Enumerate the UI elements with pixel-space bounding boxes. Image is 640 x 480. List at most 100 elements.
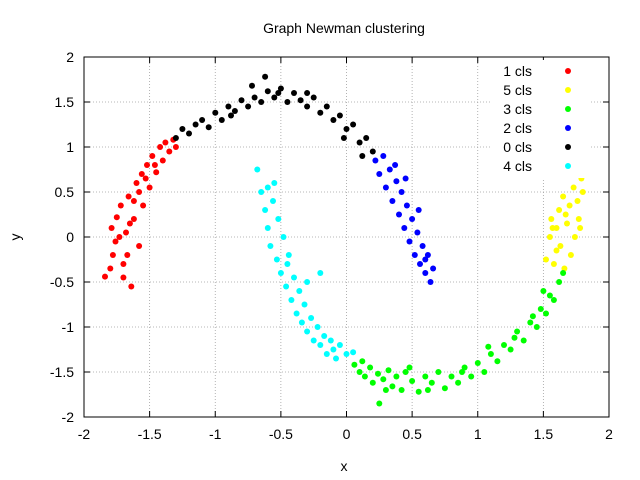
data-point [314,324,321,330]
data-point [409,216,416,222]
legend-marker [565,68,571,74]
data-point [398,387,405,393]
series-0-cls [172,73,376,159]
x-tick-label: -2 [78,426,91,442]
data-point [228,112,234,119]
data-point [514,328,521,335]
data-point [424,252,431,258]
data-point [435,369,442,375]
x-tick-label: -1 [209,426,222,442]
data-point [275,90,282,96]
data-point [327,337,334,344]
data-point [304,90,311,96]
data-point [116,234,123,240]
axis-ticks: -2 -1.5 -1 -0.5 0 0.5 1 1.5 2 -2 -1.5 -1 -0.5 0 0.5 1 1.… [50,49,613,442]
series-5-cls [543,175,586,272]
series-2-cls [372,153,437,285]
data-point [564,220,570,227]
data-point [546,234,553,240]
data-point [537,306,544,312]
data-point [225,103,232,110]
legend-label: 5 cls [503,82,532,98]
data-point [146,184,153,191]
data-point [409,378,416,384]
data-point [258,99,265,105]
data-point [102,273,108,280]
data-point [389,198,396,204]
data-point [317,270,324,276]
data-point [369,148,376,155]
data-point [393,178,400,185]
data-point [333,355,339,362]
data-point [136,243,143,249]
data-point [238,97,245,104]
data-point [369,379,376,386]
data-point [264,184,271,191]
data-point [359,153,366,159]
data-point [323,103,330,110]
data-point [461,364,468,371]
data-point [254,166,261,173]
data-point [414,229,421,236]
data-point [398,189,405,195]
data-point [571,234,578,240]
data-point [304,103,311,110]
data-point [172,144,179,150]
data-point [107,265,114,272]
data-point [304,328,311,335]
data-point [330,346,337,353]
data-point [385,367,392,374]
data-point [285,252,292,258]
data-point [149,153,156,159]
data-point [212,109,219,116]
data-point [468,373,475,380]
y-tick-label: 1.5 [55,94,75,110]
data-point [288,297,295,303]
data-point [120,274,127,281]
data-point [556,207,563,213]
data-point [275,216,282,222]
data-point [356,139,363,146]
data-point [153,169,160,176]
legend-box [490,60,590,178]
data-point [159,157,166,164]
data-point [417,261,423,267]
data-point [291,90,297,96]
data-point [382,184,389,191]
data-point [162,139,169,146]
data-point [380,153,387,159]
data-point [550,261,557,267]
data-point [389,383,396,390]
data-point [375,370,381,377]
data-point [112,238,119,245]
data-point [574,198,581,204]
data-point [166,148,173,155]
legend-marker [565,144,571,150]
data-point [494,358,501,365]
data-point [249,82,255,89]
data-point [422,256,429,263]
data-point [205,124,212,131]
data-point [186,130,192,137]
data-point [245,103,252,110]
data-point [546,292,553,299]
data-point [280,234,287,240]
data-point [304,279,311,285]
data-point [372,157,379,164]
data-point [267,243,274,249]
data-point [277,270,284,276]
y-tick-label: -0.5 [50,274,74,290]
data-point [356,369,363,375]
data-point [401,225,408,231]
data-point [455,379,462,386]
data-point [284,99,291,105]
data-point [273,256,280,263]
data-point [376,400,383,407]
data-point [284,261,291,267]
data-point [485,343,492,350]
data-point [566,202,573,209]
data-point [297,97,304,104]
data-point [142,175,149,182]
data-point [430,265,437,272]
